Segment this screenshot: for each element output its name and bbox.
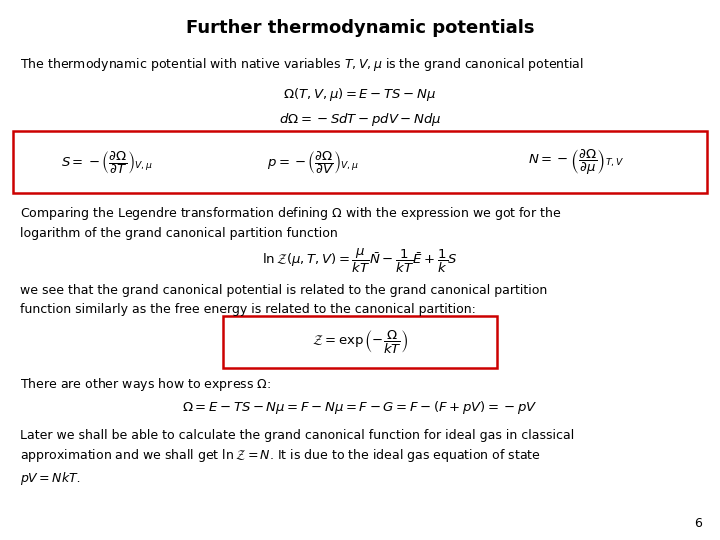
Text: Later we shall be able to calculate the grand canonical function for ideal gas i: Later we shall be able to calculate the … xyxy=(20,429,575,442)
Text: There are other ways how to express $\Omega$:: There are other ways how to express $\Om… xyxy=(20,376,271,393)
Text: $\ln \mathcal{Z}(\mu, T, V) = \dfrac{\mu}{kT}\bar{N} - \dfrac{1}{kT}\bar{E} + \d: $\ln \mathcal{Z}(\mu, T, V) = \dfrac{\mu… xyxy=(262,247,458,275)
Text: logarithm of the grand canonical partition function: logarithm of the grand canonical partiti… xyxy=(20,227,338,240)
Text: $\Omega(T,V,\mu) = E - TS - N\mu$: $\Omega(T,V,\mu) = E - TS - N\mu$ xyxy=(284,86,436,103)
Text: The thermodynamic potential with native variables $T, V, \mu$ is the grand canon: The thermodynamic potential with native … xyxy=(20,56,584,73)
Text: $\Omega = E - TS - N\mu = F - N\mu = F - G = F - (F + pV) = -pV$: $\Omega = E - TS - N\mu = F - N\mu = F -… xyxy=(182,399,538,416)
Text: Comparing the Legendre transformation defining $\Omega$ with the expression we g: Comparing the Legendre transformation de… xyxy=(20,205,562,222)
FancyBboxPatch shape xyxy=(13,131,707,193)
Text: $d\Omega = -SdT - pdV - Nd\mu$: $d\Omega = -SdT - pdV - Nd\mu$ xyxy=(279,111,441,129)
Text: approximation and we shall get $\ln \mathcal{Z} = N$. It is due to the ideal gas: approximation and we shall get $\ln \mat… xyxy=(20,447,541,464)
Text: we see that the grand canonical potential is related to the grand canonical part: we see that the grand canonical potentia… xyxy=(20,284,547,297)
FancyBboxPatch shape xyxy=(223,316,497,368)
Text: 6: 6 xyxy=(694,517,702,530)
Text: $p = -\left(\dfrac{\partial\Omega}{\partial V}\right)_{V,\mu}$: $p = -\left(\dfrac{\partial\Omega}{\part… xyxy=(267,148,359,176)
Text: Further thermodynamic potentials: Further thermodynamic potentials xyxy=(186,19,534,37)
Text: $S = -\left(\dfrac{\partial\Omega}{\partial T}\right)_{V,\mu}$: $S = -\left(\dfrac{\partial\Omega}{\part… xyxy=(61,148,153,176)
Text: $pV = NkT$.: $pV = NkT$. xyxy=(20,470,81,488)
Text: function similarly as the free energy is related to the canonical partition:: function similarly as the free energy is… xyxy=(20,303,476,316)
Text: $N = -\left(\dfrac{\partial\Omega}{\partial\mu}\right)_{T,V}$: $N = -\left(\dfrac{\partial\Omega}{\part… xyxy=(528,147,624,177)
Text: $\mathcal{Z} = \exp\left(-\dfrac{\Omega}{kT}\right)$: $\mathcal{Z} = \exp\left(-\dfrac{\Omega}… xyxy=(312,329,408,356)
